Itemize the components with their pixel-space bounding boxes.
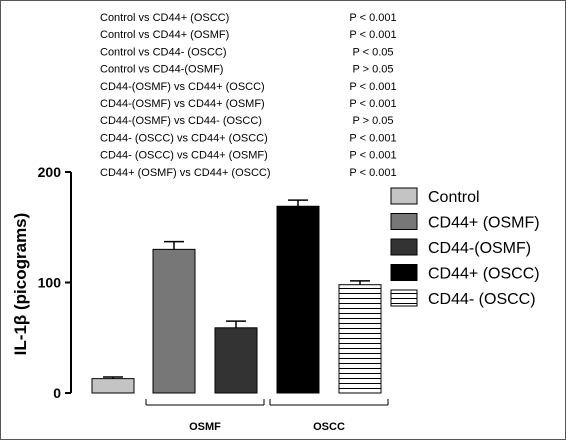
legend-label: CD44-(OSMF) [428,240,531,257]
bar [152,248,196,394]
comparison-p-value: P < 0.001 [349,167,396,179]
comparison-table: Control vs CD44+ (OSCC) P < 0.001 Control … [100,12,397,179]
bar [214,327,258,394]
comparison-label: CD44-(OSMF) vs CD44- (OSCC) [100,115,262,127]
legend-swatch [390,238,418,256]
legend-swatch [390,213,418,230]
comparison-label: CD44- (OSCC) vs CD44+ (OSMF) [100,150,268,162]
group-brackets: OSMF OSCC [145,399,389,433]
bar [338,284,382,394]
comparison-p-value: P < 0.05 [352,46,393,58]
legend-swatch [390,289,418,307]
comparison-p-value: P < 0.001 [349,12,396,24]
y-axis: 0 100 200 IL-1β (picograms) [11,164,72,401]
comparison-p-value: P < 0.001 [349,132,396,144]
group-label: OSMF [189,421,221,433]
comparison-label: Control vs CD44+ (OSMF) [100,29,229,41]
y-tick-label: 100 [38,275,62,291]
comparison-label: CD44-(OSMF) vs CD44+ (OSMF) [100,98,265,110]
comparison-p-value: P > 0.05 [352,64,393,76]
y-tick-label: 200 [38,164,62,180]
comparison-label: CD44- (OSCC) vs CD44+ (OSCC) [100,132,268,144]
group-label: OSCC [313,421,345,433]
bar [91,378,135,394]
bar [276,205,320,394]
legend: Control CD44+ (OSMF) CD44-(OSMF) CD44+ (OSC… [390,187,540,308]
comparison-p-value: P < 0.001 [349,150,396,162]
comparison-label: Control vs CD44-(OSMF) [100,64,223,76]
y-axis-title: IL-1β (picograms) [11,213,30,356]
comparison-label: Control vs CD44- (OSCC) [100,46,227,58]
comparison-p-value: P < 0.001 [349,29,396,41]
y-tick-label: 0 [53,385,61,401]
legend-label: CD44+ (OSCC) [428,266,540,283]
legend-swatch [390,264,418,281]
comparison-label: Control vs CD44+ (OSCC) [100,12,229,24]
legend-label: CD44+ (OSMF) [428,215,540,232]
bars [91,199,382,394]
comparison-p-value: P < 0.001 [349,81,396,93]
legend-label: CD44- (OSCC) [428,291,536,308]
comparison-label: CD44-(OSMF) vs CD44+ (OSCC) [100,81,265,93]
legend-swatch [390,187,418,205]
comparison-p-value: P > 0.05 [352,115,393,127]
comparison-p-value: P < 0.001 [349,98,396,110]
comparison-label: CD44+ (OSMF) vs CD44+ (OSCC) [100,167,271,179]
legend-label: Control [428,189,480,206]
